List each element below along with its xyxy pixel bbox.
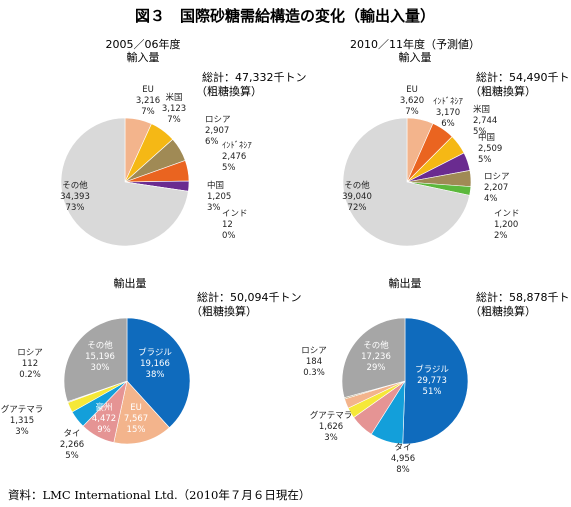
slice-label-3-6: ロシア 112 0.2% [17, 348, 43, 380]
chart1-total-note: （粗糖換算） [196, 84, 262, 98]
slice-label-4-1: ブラジル 29,773 51% [415, 364, 449, 397]
chart2-total-note: （粗糖換算） [470, 84, 536, 98]
slice-label-3-4: タイ 2,266 5% [60, 429, 84, 461]
slice-label-1-7: その他 34,393 73% [60, 180, 90, 213]
source-note: 資料：LMC International Ltd.（2010年７月６日現在） [8, 488, 310, 502]
figure-title: 図３ 国際砂糖需給構造の変化（輸出入量） [135, 7, 435, 25]
pie-slice-4-1 [402, 317, 469, 445]
pie-slice-2-7 [342, 117, 470, 247]
chart2-total: 総計：54,490千トン [476, 70, 571, 84]
chart3-subtitle: 輸出量 [114, 276, 147, 290]
slice-label-3-7: その他 15,196 30% [85, 340, 115, 373]
slice-label-1-3: ロシア 2,907 6% [205, 115, 231, 147]
slice-label-1-5: 中国 1,205 3% [207, 180, 231, 213]
chart2-title: 2010／11年度（予測値） [350, 37, 480, 51]
pie-chart-2: EU 3,620 7% ｲﾝﾄﾞﾈｼｱ 3,170 6% 米国 2,744 5%中国 2,509 5… [342, 85, 520, 247]
pie-slice-3-7 [63, 317, 128, 403]
slice-label-2-4: 中国 2,509 5% [478, 132, 502, 165]
slice-label-1-6: インド 12 0% [222, 209, 248, 241]
pie-slice-3-2 [113, 380, 170, 445]
pie-chart-1: EU 3,216 7%米国 3,123 7% ロシア 2,907 6% ｲﾝﾄﾞﾈｼｱ 2,476… [60, 85, 252, 247]
slice-label-3-1: ブラジル 19,166 38% [138, 347, 172, 380]
slice-label-2-3: 米国 2,744 5% [473, 104, 497, 137]
slice-label-4-4: グアテマラ 1,626 3% [310, 410, 353, 443]
chart1-title: 2005／06年度 [106, 37, 181, 51]
slice-label-4-3: 豪州 3,636 6% [344, 429, 368, 462]
slice-label-2-2: ｲﾝﾄﾞﾈｼｱ 3,170 6% [433, 97, 463, 129]
slice-label-2-7: その他 39,040 72% [342, 180, 372, 213]
slice-label-4-6: ロシア 184 0.3% [301, 346, 327, 378]
chart1-total: 総計：47,332千トン [202, 70, 307, 84]
slice-label-3-5: グアテマラ 1,315 3% [1, 404, 44, 437]
chart2-subtitle: 輸入量 [399, 50, 432, 64]
pie-slice-1-7 [60, 117, 189, 247]
slice-label-1-2: 米国 3,123 7% [162, 92, 186, 125]
chart4-subtitle: 輸出量 [389, 276, 422, 290]
pie-slice-4-7 [341, 317, 406, 399]
slice-label-3-2: EU 7,567 15% [124, 403, 148, 435]
chart3-total-note: （粗糖換算） [191, 304, 257, 318]
slice-label-2-5: ロシア 2,207 4% [484, 172, 510, 204]
slice-label-1-4: ｲﾝﾄﾞﾈｼｱ 2,476 5% [222, 141, 252, 173]
chart4-total: 総計：58,878千トン [476, 290, 571, 304]
slice-label-4-5: EU 1,467 3% [278, 385, 302, 417]
pie-slice-3-1 [126, 317, 191, 429]
pie-chart-3: ブラジル 19,166 38% EU 7,567 15% 豪州 4,472 9% タイ 2,266 5… [1, 317, 191, 461]
slice-label-2-6: インド 1,200 2% [494, 209, 520, 241]
slice-label-1-1: EU 3,216 7% [136, 85, 160, 117]
chart1-subtitle: 輸入量 [127, 50, 160, 64]
slice-label-4-7: その他 17,236 29% [361, 340, 391, 373]
slice-label-3-3: 豪州 4,472 9% [92, 402, 116, 435]
chart4-total-note: （粗糖換算） [470, 304, 536, 318]
pie-chart-4: ブラジル 29,773 51% タイ 4,956 8% 豪州 3,636 6%グアテマラ 1,62… [278, 317, 469, 475]
chart3-total: 総計：50,094千トン [197, 290, 302, 304]
slice-label-4-2: タイ 4,956 8% [391, 443, 415, 475]
slice-label-2-1: EU 3,620 7% [400, 85, 424, 117]
